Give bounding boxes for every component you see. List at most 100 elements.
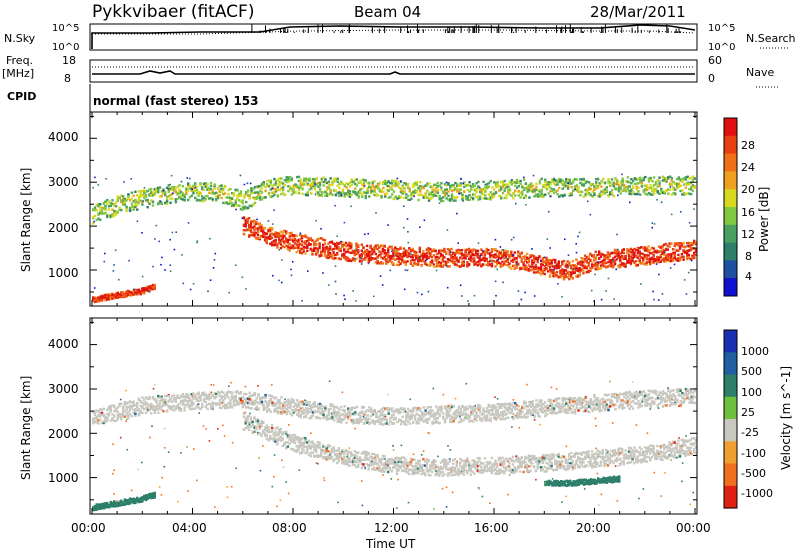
power-cell xyxy=(573,268,575,271)
power-cell xyxy=(392,184,396,187)
power-cell xyxy=(694,250,698,253)
power-cell xyxy=(362,252,365,255)
velocity-cell xyxy=(92,417,95,421)
power-cell xyxy=(204,182,207,185)
power-cell xyxy=(281,233,284,237)
power-cell xyxy=(270,241,274,244)
power-cell xyxy=(569,267,573,270)
velocity-cell xyxy=(194,407,197,410)
velocity-cell xyxy=(162,398,165,401)
power-cell xyxy=(440,186,443,189)
power-cell xyxy=(605,290,607,292)
power-cell xyxy=(684,192,688,195)
power-cell xyxy=(427,182,431,185)
power-cell xyxy=(658,273,660,276)
power-cell xyxy=(345,182,348,185)
power-cell xyxy=(106,214,109,217)
power-cell xyxy=(270,228,274,231)
power-cell xyxy=(606,257,610,261)
power-cell xyxy=(150,199,153,202)
power-cell xyxy=(613,263,617,266)
power-cell xyxy=(579,181,582,185)
power-cell xyxy=(429,260,432,264)
power-cell xyxy=(598,183,601,187)
power-cell xyxy=(202,196,206,200)
velocity-cell xyxy=(287,398,290,401)
power-cell xyxy=(496,263,499,266)
velocity-cell xyxy=(310,408,313,411)
power-cell xyxy=(92,296,95,299)
power-cell xyxy=(588,186,591,190)
power-cell xyxy=(515,180,519,183)
power-cell xyxy=(181,198,185,201)
power-cell xyxy=(541,256,545,260)
power-cell xyxy=(315,219,317,222)
power-cell xyxy=(245,191,248,194)
power-cell xyxy=(449,185,452,188)
power-cell xyxy=(596,194,600,198)
power-cell xyxy=(658,176,661,179)
power-cell xyxy=(537,193,540,196)
power-cell xyxy=(391,250,393,252)
power-cell xyxy=(359,180,362,183)
power-cell xyxy=(262,181,265,184)
power-cell xyxy=(364,195,367,198)
velocity-cell xyxy=(157,403,160,406)
velocity-cell xyxy=(239,392,243,395)
power-cell xyxy=(538,194,542,197)
velocity-cell xyxy=(287,406,290,409)
velocity-cell xyxy=(269,398,272,401)
velocity-cell xyxy=(239,401,243,405)
power-cell xyxy=(485,247,488,251)
power-cell xyxy=(636,250,640,253)
power-cell xyxy=(474,254,478,257)
power-cell xyxy=(251,226,254,229)
power-cell xyxy=(494,238,497,241)
power-cell xyxy=(286,238,290,242)
power-cell xyxy=(304,234,307,237)
power-cell xyxy=(164,201,167,205)
power-cell xyxy=(489,260,492,262)
power-cell xyxy=(496,180,499,184)
velocity-cell xyxy=(95,409,98,412)
power-cell xyxy=(508,254,511,257)
colorbar-swatch xyxy=(724,224,737,244)
power-cell xyxy=(490,259,494,262)
power-cell xyxy=(350,183,353,186)
power-cell xyxy=(659,260,662,263)
power-cell xyxy=(533,191,536,194)
power-cell xyxy=(387,185,389,187)
power-cell xyxy=(192,184,195,188)
power-cell xyxy=(130,293,134,297)
power-cell xyxy=(629,259,633,262)
power-cell xyxy=(626,250,629,253)
power-cell xyxy=(527,264,531,267)
power-cell xyxy=(568,192,571,196)
velocity-cell xyxy=(148,397,151,401)
power-cell xyxy=(552,265,555,268)
power-cell xyxy=(548,274,552,277)
power-cell xyxy=(467,257,471,260)
power-cell xyxy=(367,254,370,257)
power-cell xyxy=(490,265,494,268)
power-cell xyxy=(208,188,211,192)
power-cell xyxy=(285,180,288,184)
power-cell xyxy=(264,185,267,188)
power-cell xyxy=(384,193,387,196)
power-cell xyxy=(484,190,487,193)
power-cell xyxy=(531,188,535,192)
power-cell xyxy=(317,185,320,188)
power-cell xyxy=(300,247,304,251)
power-cell xyxy=(379,251,383,254)
power-cell xyxy=(426,196,429,199)
power-cell xyxy=(392,179,396,183)
power-cell xyxy=(137,201,141,204)
velocity-cell xyxy=(269,400,272,403)
power-cell xyxy=(546,238,549,240)
power-cell xyxy=(125,207,128,210)
velocity-cell xyxy=(269,410,272,413)
power-cell xyxy=(603,254,606,257)
power-cell xyxy=(627,255,631,258)
power-cell xyxy=(323,250,327,254)
velocity-cell xyxy=(317,410,320,413)
